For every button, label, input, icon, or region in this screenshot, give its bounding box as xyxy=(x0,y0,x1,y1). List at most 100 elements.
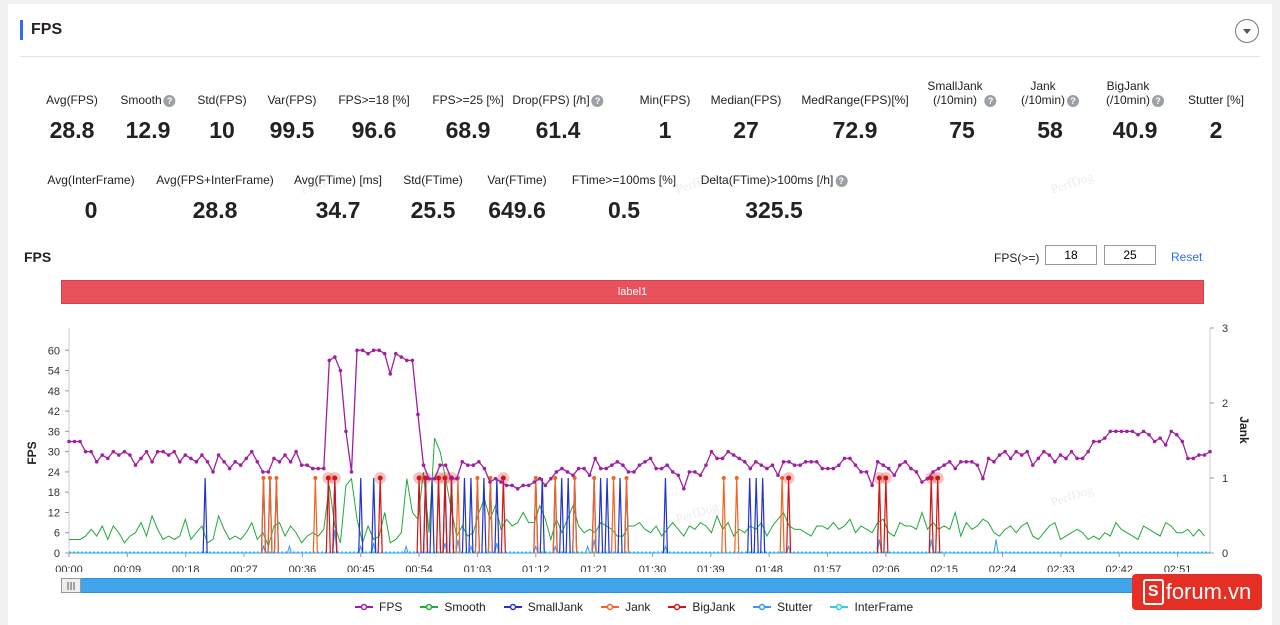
help-icon[interactable]: ? xyxy=(1152,95,1165,107)
jank-point xyxy=(267,476,272,480)
fps-point xyxy=(826,466,830,471)
bigjank-point xyxy=(442,475,448,481)
smalljank-spike xyxy=(371,477,377,554)
bigjank-point xyxy=(928,475,934,481)
fps-point xyxy=(1191,456,1196,461)
reset-link[interactable]: Reset xyxy=(1171,250,1203,264)
jank-point xyxy=(721,476,726,480)
stat-value: 28.8 xyxy=(49,117,95,143)
fps-point xyxy=(227,466,232,471)
stat-label: Var(FTime) xyxy=(487,173,546,187)
x-tick-label: 01:30 xyxy=(639,564,667,572)
fps-point xyxy=(421,463,426,467)
x-tick-label: 01:21 xyxy=(580,564,608,572)
jank-point xyxy=(313,476,318,480)
fps-point xyxy=(172,449,177,454)
collapse-button[interactable] xyxy=(1235,19,1259,43)
legend-item-interframe[interactable]: InterFrame xyxy=(830,600,913,614)
legend-item-smalljank[interactable]: SmallJank xyxy=(503,600,583,614)
fps-point xyxy=(981,476,985,481)
fps-point xyxy=(1152,439,1157,444)
x-tick-label: 01:12 xyxy=(522,564,550,572)
stat-label: Avg(FPS+InterFrame) xyxy=(156,173,273,187)
fps-point xyxy=(294,449,298,454)
fps-point xyxy=(803,459,808,464)
x-tick-label: 01:39 xyxy=(697,564,725,572)
fps-point xyxy=(975,463,980,467)
fps-point xyxy=(427,476,431,481)
fps-panel: FPS xyxy=(8,4,1272,625)
fps-point xyxy=(1025,449,1030,454)
timeline-scrollbar[interactable] xyxy=(61,578,1204,593)
help-icon[interactable]: ? xyxy=(591,95,604,107)
y-tick-label: 0 xyxy=(54,548,60,560)
help-icon[interactable]: ? xyxy=(984,95,997,107)
legend-label: Jank xyxy=(625,600,651,614)
fps-point xyxy=(543,483,548,488)
stat-var-ftime: Var(FTime) 649.6 xyxy=(487,173,546,224)
stat-median-fps: Median(FPS) 27 xyxy=(711,93,782,144)
fps-point xyxy=(604,466,609,471)
bigjank-spike xyxy=(416,477,422,554)
legend-item-fps[interactable]: FPS xyxy=(355,600,402,614)
smalljank-spike xyxy=(461,477,468,554)
smalljank-spike xyxy=(539,477,545,554)
fps-point xyxy=(1163,443,1168,447)
fps-point xyxy=(416,412,420,417)
chevron-down-icon xyxy=(1243,29,1251,34)
legend-item-smooth[interactable]: Smooth xyxy=(420,600,486,614)
fps-point xyxy=(870,483,874,488)
fps-point xyxy=(477,459,481,464)
stat-smooth: Smooth? 12.9 xyxy=(120,93,176,144)
fps-point xyxy=(150,459,154,464)
stat-label-text: FPS>=18 [%] xyxy=(338,93,410,107)
fps-point xyxy=(986,456,991,461)
fps-point xyxy=(471,463,476,467)
fps-point xyxy=(538,476,542,481)
jank-spike xyxy=(623,477,630,554)
legend-item-stutter[interactable]: Stutter xyxy=(753,600,812,614)
fps-point xyxy=(67,439,71,444)
label-bar[interactable]: label1 xyxy=(61,280,1204,304)
fps-point xyxy=(166,453,171,457)
stat-label-text: Smooth xyxy=(120,93,162,107)
divider xyxy=(20,56,1260,57)
stat-std-ftime: Std(FTime) 25.5 xyxy=(403,173,463,224)
legend-swatch-icon xyxy=(503,603,522,611)
jank-point xyxy=(780,476,785,480)
fps-point xyxy=(626,470,631,474)
fps-point xyxy=(510,483,514,488)
fps-point xyxy=(83,449,88,454)
bigjank-spike xyxy=(377,477,383,554)
fps-point xyxy=(709,449,714,454)
legend-item-bigjank[interactable]: BigJank xyxy=(668,600,735,614)
help-icon[interactable]: ? xyxy=(1067,95,1080,107)
threshold-input-1[interactable] xyxy=(1045,245,1097,265)
bigjank-spike xyxy=(500,477,506,554)
fps-point xyxy=(321,466,326,471)
fps-point xyxy=(283,453,287,457)
help-icon[interactable]: ? xyxy=(163,95,176,107)
threshold-input-2[interactable] xyxy=(1104,245,1156,265)
stat-label-text: Var(FTime) xyxy=(487,173,547,187)
stat-value: 28.8 xyxy=(192,197,238,223)
smalljank-spike xyxy=(494,477,500,554)
jank-spike xyxy=(572,477,578,554)
fps-point xyxy=(1080,456,1085,461)
smalljank-spike xyxy=(468,477,474,554)
stat-label-text: Std(FPS) xyxy=(197,93,247,107)
stat-label-line1: SmallJank xyxy=(927,79,983,93)
fps-point xyxy=(1197,453,1201,457)
legend-swatch-icon xyxy=(420,603,439,611)
jank-spike xyxy=(312,477,318,554)
stat-label: Stutter [%] xyxy=(1188,93,1244,107)
legend-item-jank[interactable]: Jank xyxy=(601,600,650,614)
fps-point xyxy=(659,466,664,471)
help-icon[interactable]: ? xyxy=(835,175,848,187)
scrollbar-thumb[interactable] xyxy=(61,578,81,593)
fps-point xyxy=(105,456,110,461)
stat-value: 12.9 xyxy=(125,117,171,143)
fps-point xyxy=(1036,456,1041,461)
